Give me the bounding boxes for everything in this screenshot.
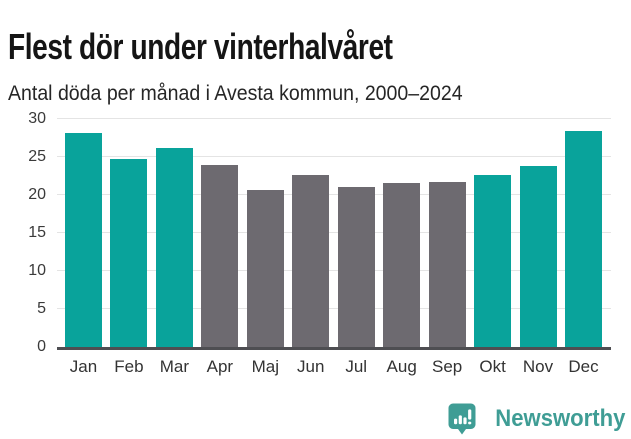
gridline-25 bbox=[57, 156, 611, 157]
bar-feb bbox=[110, 159, 148, 347]
gridline-5 bbox=[57, 308, 611, 309]
bar-sep bbox=[428, 182, 466, 347]
gridline-10 bbox=[57, 270, 611, 271]
y-tick-label-15: 15 bbox=[28, 224, 46, 241]
y-tick-label-5: 5 bbox=[37, 300, 46, 317]
bars-group bbox=[65, 119, 602, 347]
bar-jan bbox=[65, 132, 102, 347]
chart-subtitle: Antal döda per månad i Avesta kommun, 20… bbox=[8, 82, 463, 105]
x-tick-label-okt: Okt bbox=[479, 357, 506, 376]
bar-chart-plot-area bbox=[57, 118, 611, 350]
gridline-30 bbox=[57, 118, 611, 119]
bar-maj bbox=[246, 189, 284, 347]
brand-name: Newsworthy bbox=[494, 405, 625, 432]
x-tick-label-jan: Jan bbox=[69, 357, 98, 376]
x-tick-label-jul: Jul bbox=[345, 357, 368, 376]
bar-jul bbox=[337, 187, 375, 347]
chart-title: Flest dör under vinterhalvåret bbox=[8, 26, 393, 68]
x-tick-label-dec: Dec bbox=[568, 357, 599, 376]
x-tick-label-mar: Mar bbox=[159, 357, 190, 376]
x-tick-label-sep: Sep bbox=[432, 357, 463, 376]
x-tick-label-apr: Apr bbox=[206, 357, 234, 376]
bar-apr bbox=[201, 165, 239, 347]
newsworthy-logo-icon bbox=[448, 403, 476, 435]
gridline-20 bbox=[57, 194, 611, 195]
bar-nov bbox=[519, 166, 557, 347]
y-tick-label-25: 25 bbox=[28, 148, 46, 165]
bar-jun bbox=[292, 175, 330, 347]
brand-footer: Newsworthy bbox=[448, 403, 625, 435]
x-tick-label-jun: Jun bbox=[297, 357, 325, 376]
gridline-15 bbox=[57, 232, 611, 233]
bar-mar bbox=[155, 147, 193, 347]
bar-okt bbox=[474, 174, 512, 347]
x-tick-label-feb: Feb bbox=[114, 357, 144, 376]
x-tick-label-nov: Nov bbox=[522, 357, 554, 376]
y-tick-label-0: 0 bbox=[37, 338, 46, 355]
x-tick-label-maj: Maj bbox=[251, 357, 280, 376]
bar-dec bbox=[564, 131, 602, 347]
y-tick-label-10: 10 bbox=[28, 262, 46, 279]
y-tick-label-30: 30 bbox=[28, 110, 46, 127]
x-axis: Jan Feb Mar Apr Maj Jun Jul Aug Sep Okt Nov Dec bbox=[65, 357, 602, 377]
x-tick-label-aug: Aug bbox=[386, 357, 417, 376]
bar-aug bbox=[383, 182, 421, 347]
y-tick-label-20: 20 bbox=[28, 186, 46, 203]
